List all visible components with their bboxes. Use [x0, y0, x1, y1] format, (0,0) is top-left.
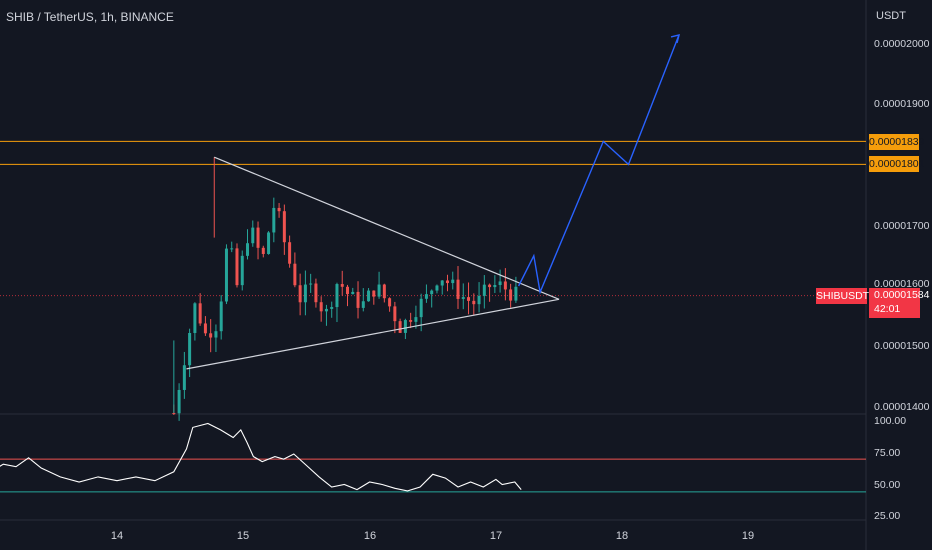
candle-body — [182, 365, 186, 390]
candle-body — [461, 297, 465, 299]
candle-body — [319, 302, 323, 312]
candle-body — [267, 232, 271, 254]
candle-body — [424, 294, 428, 299]
candle-body — [503, 281, 507, 290]
candle-body — [340, 284, 344, 287]
price-axis-label: 0.00001600 — [874, 278, 930, 290]
candle-body — [430, 290, 434, 295]
time-axis-label: 17 — [489, 530, 503, 542]
time-axis-label: 18 — [615, 530, 629, 542]
candle-body — [477, 295, 481, 305]
candle-body — [203, 323, 207, 334]
projection-arrowhead — [670, 33, 680, 44]
price-axis-label: 0.00001900 — [874, 98, 930, 110]
candle-body — [467, 297, 471, 301]
candle-body — [272, 207, 276, 233]
candle-body — [367, 290, 371, 302]
candle-body — [493, 285, 497, 288]
candle-body — [356, 291, 360, 308]
price-axis-label: 0.00002000 — [874, 38, 930, 50]
candle-body — [293, 263, 297, 286]
candle-body — [445, 280, 449, 284]
candle-body — [298, 285, 302, 303]
candle-body — [209, 333, 213, 338]
level-label-upper: 0.00001839 — [869, 134, 925, 150]
candle-body — [388, 298, 392, 307]
candle-body — [482, 284, 486, 296]
triangle-lower-trendline — [186, 298, 560, 370]
candle-body — [240, 255, 244, 286]
candle-body — [246, 243, 250, 256]
candle-body — [219, 301, 223, 332]
rsi-axis-label: 75.00 — [874, 447, 901, 459]
candle-body — [456, 279, 460, 299]
candle-body — [172, 413, 176, 415]
candle-body — [451, 279, 455, 284]
candle-body — [440, 280, 444, 286]
candle-body — [277, 207, 281, 212]
candle-body — [351, 291, 355, 295]
candle-body — [235, 248, 239, 286]
candle-body — [198, 303, 202, 324]
price-axis-label: 0.00001500 — [874, 340, 930, 352]
candle-body — [230, 248, 234, 250]
time-axis-label: 14 — [110, 530, 124, 542]
candle-body — [282, 211, 286, 243]
rsi-axis-label: 50.00 — [874, 479, 901, 491]
candle-body — [188, 332, 192, 366]
candle-body — [256, 227, 260, 248]
rsi-axis-label: 25.00 — [874, 510, 901, 522]
triangle-upper-trendline — [214, 156, 560, 300]
candle-body — [498, 281, 502, 286]
candle-body — [361, 301, 365, 308]
chart-title: SHIB / TetherUS, 1h, BINANCE — [6, 10, 174, 24]
projection-path — [517, 34, 680, 295]
level-label-lower: 0.00001801 — [869, 156, 925, 172]
price-axis-label: 0.00001400 — [874, 401, 930, 413]
current-price-tag: 0.00001584 42:01 — [869, 288, 930, 318]
candle-body — [414, 317, 418, 322]
candle-body — [398, 321, 402, 333]
candle-body — [435, 285, 439, 291]
candle-body — [377, 284, 381, 297]
candle-body — [214, 331, 218, 338]
candle-body — [177, 389, 181, 414]
candle-body — [509, 289, 513, 301]
candle-body — [372, 290, 376, 297]
symbol-tag: SHIBUSDT — [816, 288, 870, 304]
time-axis-label: 19 — [741, 530, 755, 542]
price-axis-label: 0.00001700 — [874, 220, 930, 232]
rsi-axis-label: 100.00 — [874, 415, 907, 427]
current-price-value: 0.00001584 — [874, 289, 930, 301]
time-axis-label: 15 — [236, 530, 250, 542]
candle-body — [193, 303, 197, 333]
candle-body — [335, 284, 339, 308]
candle-body — [288, 242, 292, 264]
bar-countdown: 42:01 — [874, 303, 901, 315]
candle-body — [251, 227, 255, 244]
candle-body — [345, 286, 349, 295]
candle-body — [393, 306, 397, 322]
candle-body — [330, 307, 334, 309]
price-unit: USDT — [876, 10, 906, 22]
candle-body — [472, 300, 476, 305]
candle-body — [324, 308, 328, 312]
candle-body — [309, 283, 313, 285]
candle-body — [514, 286, 518, 301]
candle-body — [314, 283, 318, 303]
candle-body — [261, 247, 265, 254]
candle-body — [382, 284, 386, 299]
candle-body — [419, 298, 423, 318]
rsi-line — [0, 422, 522, 492]
candle-body — [488, 284, 492, 288]
candle-body — [303, 284, 307, 303]
candle-body — [403, 320, 407, 333]
candle-body — [409, 320, 413, 322]
candle-body — [224, 248, 228, 302]
time-axis-label: 16 — [363, 530, 377, 542]
